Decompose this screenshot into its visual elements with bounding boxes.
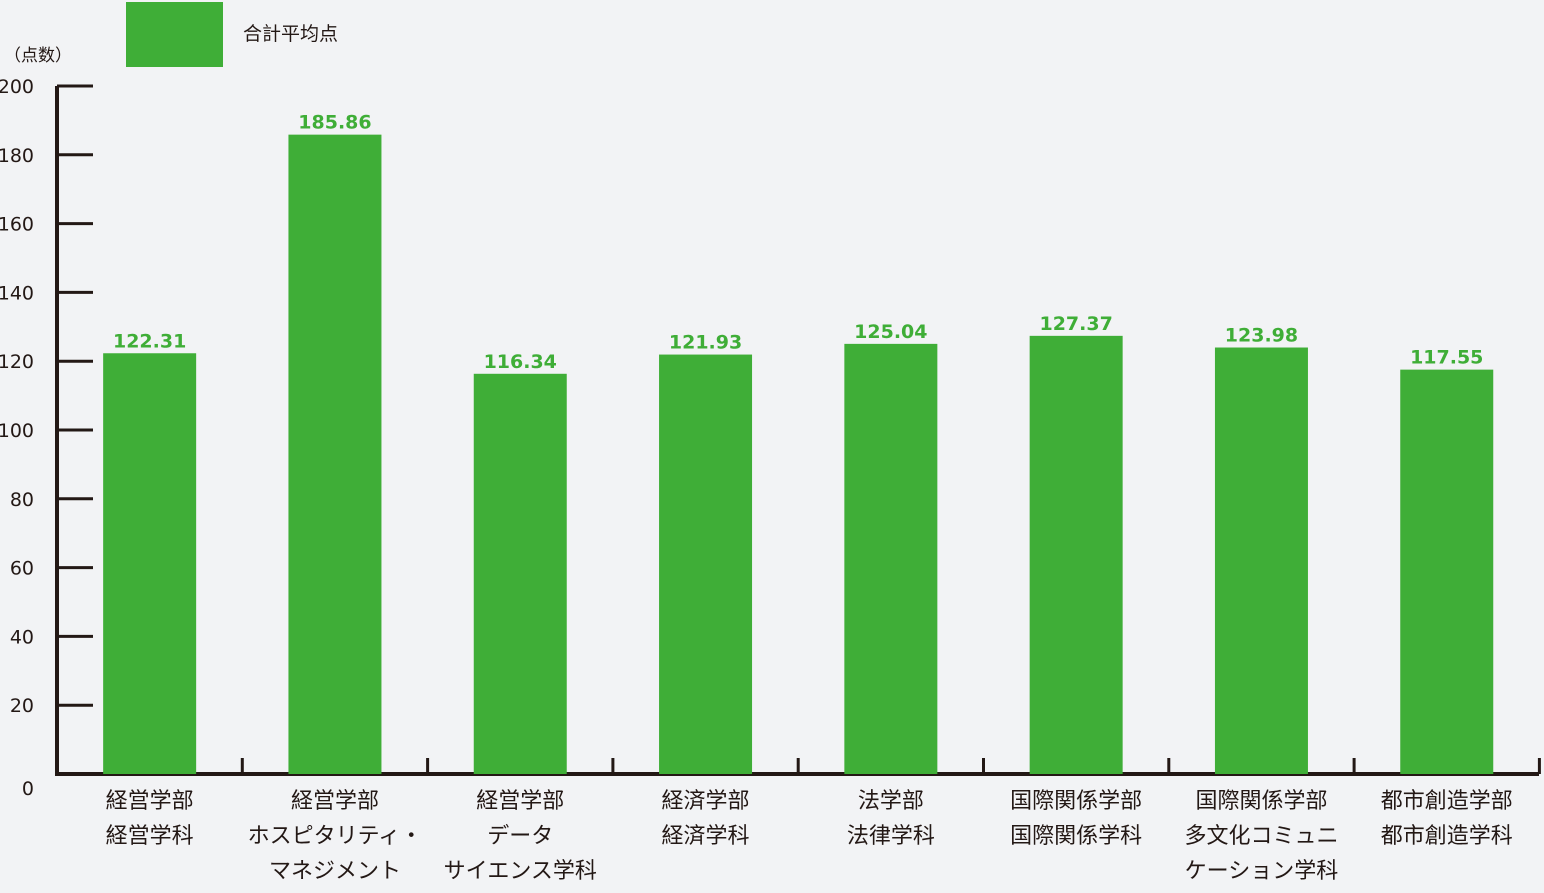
- category-label: 国際関係学部多文化コミュニケーション学科: [1184, 789, 1338, 884]
- category-label-line: 経営学部: [106, 789, 194, 814]
- category-label-line: ホスピタリティ・: [248, 824, 423, 849]
- value-labels: 122.31 185.86 116.34 121.93 125.04 127.37 123.…: [113, 112, 1483, 373]
- bar-value-label: 185.86: [298, 112, 371, 134]
- category-label-line: 経済学部: [662, 789, 750, 814]
- category-label-line: 法律学科: [847, 824, 935, 849]
- category-label-line: 国際関係学部: [1010, 789, 1142, 814]
- y-tick-label: 100: [0, 420, 34, 442]
- bar: [288, 134, 382, 774]
- bar-value-label: 122.31: [113, 330, 186, 352]
- legend-label: 合計平均点: [243, 23, 338, 45]
- y-tick-label: 40: [10, 626, 34, 648]
- y-axis: 0 20 40 60 80 100 120 140 160 180 200: [0, 76, 93, 800]
- bar-value-label: 123.98: [1225, 325, 1298, 347]
- legend-swatch: [126, 2, 223, 67]
- y-tick-label: 60: [10, 558, 34, 580]
- bar-value-label: 121.93: [669, 332, 742, 354]
- bar-value-label: 117.55: [1410, 347, 1483, 369]
- category-label-line: 経済学科: [662, 824, 750, 849]
- bar-value-label: 127.37: [1039, 313, 1112, 335]
- category-label: 経営学部経営学科: [106, 789, 194, 849]
- y-tick-label: 0: [22, 778, 34, 800]
- bar: [473, 373, 567, 774]
- y-tick-label: 200: [0, 76, 34, 98]
- category-label-line: 経営学科: [106, 824, 194, 849]
- category-label-line: 都市創造学部: [1381, 789, 1513, 814]
- y-tick-label: 120: [0, 351, 34, 373]
- category-label-line: 経営学部: [291, 789, 379, 814]
- category-label: 経済学部経済学科: [662, 789, 750, 849]
- bar: [103, 353, 197, 774]
- y-axis-unit-label: （点数）: [4, 46, 72, 66]
- category-label-line: 国際関係学科: [1010, 824, 1142, 849]
- y-tick-label: 160: [0, 214, 34, 236]
- category-label-line: サイエンス学科: [444, 859, 597, 884]
- y-tick-label: 180: [0, 145, 34, 167]
- y-tick-label: 80: [10, 489, 34, 511]
- category-label-line: 都市創造学科: [1381, 824, 1513, 849]
- y-tick-label: 140: [0, 282, 34, 304]
- category-label-line: データ: [487, 824, 553, 849]
- bar: [659, 354, 753, 774]
- bar: [1029, 335, 1123, 774]
- category-label: 法学部法律学科: [847, 789, 935, 849]
- x-axis: [57, 758, 1541, 776]
- bar: [1214, 347, 1308, 774]
- legend: 合計平均点: [126, 2, 338, 67]
- category-label-line: マネジメント: [269, 859, 401, 884]
- bars: [103, 134, 1494, 774]
- category-label-line: 多文化コミュニ: [1184, 824, 1338, 849]
- bar: [1400, 369, 1494, 774]
- category-label: 都市創造学部都市創造学科: [1381, 789, 1513, 849]
- bar-value-label: 116.34: [484, 351, 557, 373]
- category-label: 国際関係学部国際関係学科: [1010, 789, 1142, 849]
- category-labels: 経営学部経営学科経営学部ホスピタリティ・マネジメント経営学部データサイエンス学科…: [106, 789, 1513, 884]
- category-label-line: 経営学部: [476, 789, 564, 814]
- bar-value-label: 125.04: [854, 321, 927, 343]
- category-label-line: 国際関係学部: [1195, 789, 1327, 814]
- bar: [844, 343, 938, 774]
- y-tick-label: 20: [10, 695, 34, 717]
- category-label: 経営学部ホスピタリティ・マネジメント: [248, 789, 423, 884]
- category-label-line: 法学部: [858, 789, 924, 814]
- category-label: 経営学部データサイエンス学科: [444, 789, 597, 884]
- category-label-line: ケーション学科: [1185, 859, 1339, 884]
